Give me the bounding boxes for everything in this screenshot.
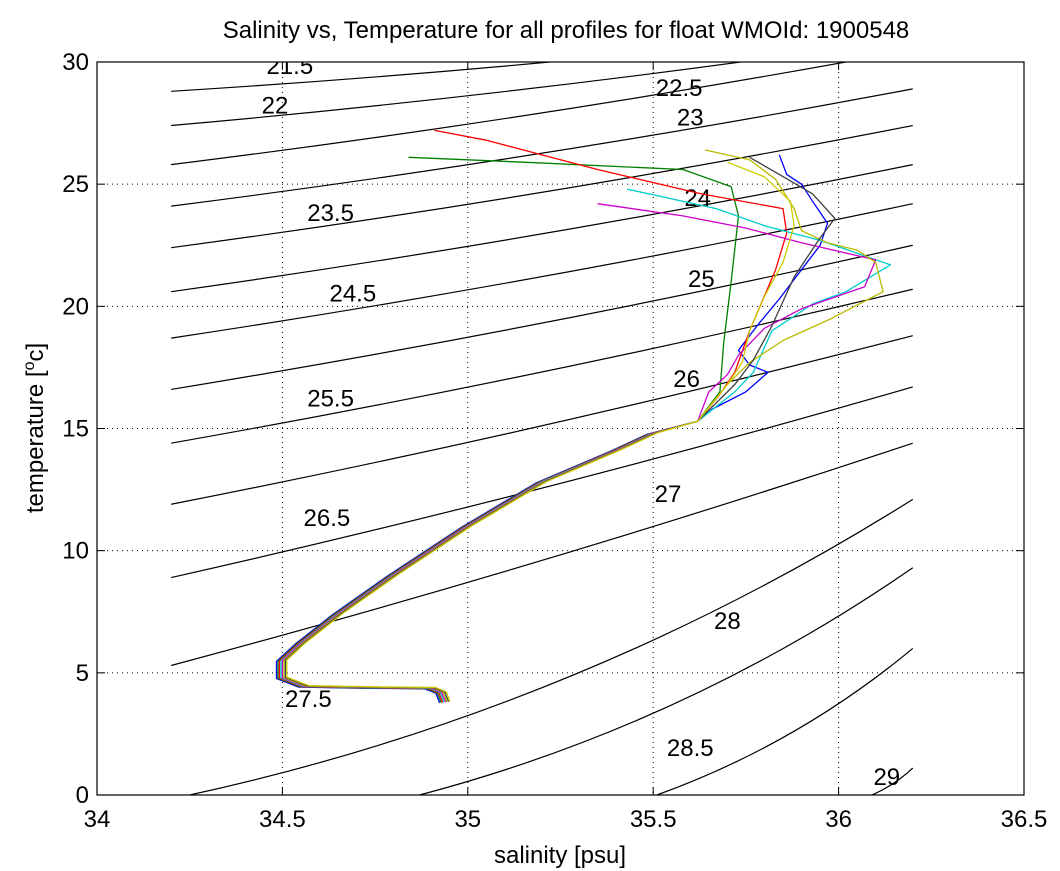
profile-series bbox=[275, 129, 892, 704]
density-contour-label: 26.5 bbox=[304, 505, 351, 532]
profile-line bbox=[280, 188, 892, 703]
y-tick-label: 15 bbox=[62, 416, 89, 443]
density-contour-line bbox=[189, 498, 914, 795]
density-contour-line bbox=[871, 767, 914, 795]
density-contour-line bbox=[419, 567, 914, 795]
density-contour-line bbox=[171, 386, 913, 579]
y-tick-label: 20 bbox=[62, 293, 89, 320]
density-contour-line bbox=[656, 647, 914, 795]
density-contour-label: 28 bbox=[714, 608, 741, 635]
density-contour-line bbox=[171, 288, 913, 444]
density-contour-label: 25.5 bbox=[307, 386, 354, 413]
profile-line bbox=[278, 129, 788, 703]
density-contour-label: 26 bbox=[673, 366, 700, 393]
density-contour-label: 27 bbox=[655, 481, 682, 508]
density-contour-line bbox=[171, 442, 913, 667]
density-contour-label: 29 bbox=[873, 764, 900, 791]
density-contour-label: 24 bbox=[684, 185, 711, 212]
x-tick-label: 34 bbox=[84, 806, 111, 833]
chart-title: Salinity vs, Temperature for all profile… bbox=[223, 17, 910, 44]
density-contour-label: 27.5 bbox=[285, 686, 332, 713]
profile-line bbox=[286, 161, 795, 702]
density-contour-line bbox=[171, 203, 913, 339]
y-tick-label: 30 bbox=[62, 49, 89, 76]
x-tick-label: 35.5 bbox=[630, 806, 677, 833]
density-contour-label: 23.5 bbox=[307, 200, 354, 227]
density-contour-line bbox=[171, 124, 913, 249]
density-contour-label: 25 bbox=[688, 266, 715, 293]
grid-lines bbox=[97, 62, 1024, 795]
density-contours: 21.5 22 22.5 23 23.5 24 24.5 25 25.5 26 26.5 27 27.5… bbox=[171, 53, 914, 795]
plot-area bbox=[96, 61, 1025, 796]
profile-line bbox=[284, 156, 836, 703]
profile-line bbox=[281, 203, 877, 703]
axis-ticks: 34 34.5 35 35.5 36 36.5 0 5 10 15 20 25 30 bbox=[62, 49, 1047, 833]
density-contour-line bbox=[171, 62, 557, 92]
density-contour-label: 22.5 bbox=[656, 75, 703, 102]
x-tick-label: 36 bbox=[825, 806, 852, 833]
y-tick-label: 5 bbox=[76, 660, 89, 687]
density-contour-label: 28.5 bbox=[667, 735, 714, 762]
density-contour-label: 23 bbox=[677, 105, 704, 132]
x-tick-label: 35 bbox=[454, 806, 481, 833]
x-axis-label: salinity [psu] bbox=[494, 842, 626, 869]
density-contour-line bbox=[171, 244, 913, 390]
density-contour-line bbox=[171, 335, 913, 505]
y-axis-label: temperature [oc] bbox=[21, 343, 49, 513]
density-contour-line bbox=[171, 88, 913, 207]
density-contour-label: 24.5 bbox=[329, 280, 376, 307]
y-tick-label: 10 bbox=[62, 538, 89, 565]
density-contour-line bbox=[171, 62, 850, 166]
density-contour-label: 21.5 bbox=[266, 53, 313, 80]
x-tick-label: 34.5 bbox=[259, 806, 306, 833]
x-tick-label: 36.5 bbox=[1001, 806, 1048, 833]
y-tick-label: 0 bbox=[76, 782, 89, 809]
density-contour-line bbox=[171, 62, 746, 127]
density-contour-line bbox=[171, 164, 913, 293]
y-tick-label: 25 bbox=[62, 171, 89, 198]
density-contour-label: 22 bbox=[262, 92, 289, 119]
